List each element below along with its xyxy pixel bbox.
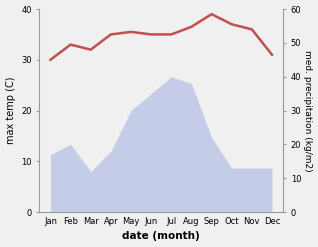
Y-axis label: med. precipitation (kg/m2): med. precipitation (kg/m2) [303,50,313,171]
X-axis label: date (month): date (month) [122,231,200,242]
Y-axis label: max temp (C): max temp (C) [5,77,16,144]
